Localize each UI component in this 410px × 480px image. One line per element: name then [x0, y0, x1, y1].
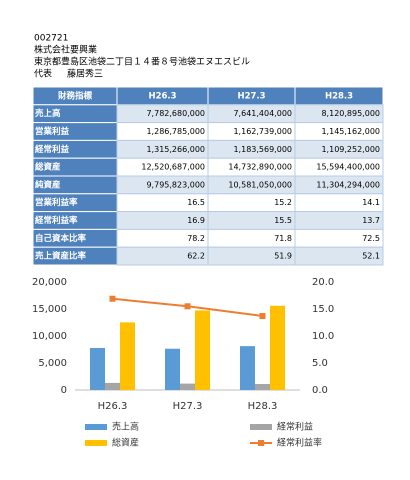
bar: [105, 382, 120, 390]
cell-value: 1,162,739,000: [233, 127, 292, 136]
y-tick-label: 5,000: [38, 358, 67, 369]
bar: [195, 310, 210, 390]
x-tick-label: H26.3: [98, 401, 128, 412]
cell-value: 11,304,294,000: [316, 180, 380, 189]
legend-label: 売上高: [112, 421, 139, 433]
bar: [240, 346, 255, 390]
y-tick-label: 0: [61, 385, 67, 396]
cell-value: 62.2: [187, 252, 205, 261]
company: 株式会社要興業: [34, 44, 97, 56]
cell-value: 15.2: [274, 198, 292, 207]
y2-tick-label: 5.0: [312, 358, 328, 369]
cell-value: 14.1: [362, 198, 380, 207]
column-header: H28.3: [325, 91, 353, 101]
cell-value: 15,594,400,000: [316, 163, 380, 172]
cell-value: 9,795,823,000: [146, 180, 205, 189]
line-marker: [259, 313, 266, 320]
bar: [180, 383, 195, 390]
bar: [90, 347, 105, 390]
row-label: 営業利益: [35, 126, 70, 137]
legend-label: 経常利益率: [277, 437, 322, 449]
rep-title: 代表: [34, 68, 52, 80]
legend-label: 経常利益: [277, 421, 313, 433]
cell-value: 71.8: [274, 234, 292, 243]
cell-value: 1,109,252,000: [321, 145, 380, 154]
row-label: 経常利益率: [35, 215, 78, 226]
cell-value: 52.1: [362, 252, 380, 261]
row-label: 自己資本比率: [35, 233, 87, 244]
y-tick-label: 10,000: [32, 331, 67, 342]
data-cell: [294, 246, 384, 266]
row-label: 営業利益率: [35, 197, 78, 208]
cell-value: 15.5: [274, 216, 292, 225]
representative: 藤居秀三: [67, 68, 103, 80]
y-tick-label: 15,000: [32, 304, 67, 315]
cell-value: 1,145,162,000: [321, 127, 380, 136]
legend-swatch: [85, 424, 107, 430]
cell-value: 7,641,404,000: [233, 109, 292, 118]
bar: [120, 322, 135, 390]
legend-marker: [258, 440, 264, 446]
address: 東京都豊島区池袋二丁目１４番８号池袋エヌエスビル: [34, 56, 250, 68]
row-label: 売上資産比率: [34, 251, 87, 262]
y2-tick-label: 10.0: [312, 331, 334, 342]
legend-swatch: [85, 440, 107, 446]
bar: [270, 305, 285, 390]
row-label: 純資産: [35, 179, 61, 190]
bar: [165, 348, 180, 390]
column-header: H27.3: [237, 91, 265, 101]
code: 002721: [34, 34, 68, 44]
row-label: 経常利益: [35, 144, 70, 155]
legend-swatch: [250, 424, 272, 430]
cell-value: 12,520,687,000: [141, 163, 205, 172]
y-tick-label: 20,000: [32, 277, 67, 288]
row-label: 総資産: [35, 162, 61, 173]
cell-value: 16.9: [187, 216, 205, 225]
column-header: H26.3: [148, 91, 176, 101]
y2-tick-label: 15.0: [312, 304, 334, 315]
cell-value: 51.9: [274, 252, 292, 261]
cell-value: 78.2: [187, 234, 205, 243]
line-marker: [184, 303, 191, 310]
cell-value: 1,183,569,000: [233, 145, 292, 154]
cell-value: 1,286,785,000: [146, 127, 205, 136]
legend-label: 総資産: [112, 437, 139, 449]
x-tick-label: H27.3: [173, 401, 203, 412]
cell-value: 1,315,266,000: [146, 145, 205, 154]
x-tick-label: H28.3: [248, 401, 278, 412]
cell-value: 7,782,680,000: [146, 109, 205, 118]
cell-value: 14,732,890,000: [228, 163, 292, 172]
cell-value: 72.5: [362, 234, 380, 243]
column-header: 財務指標: [57, 90, 93, 101]
y2-tick-label: 20.0: [312, 277, 334, 288]
cell-value: 10,581,050,000: [228, 180, 292, 189]
cell-value: 16.5: [187, 198, 205, 207]
row-label: 売上高: [34, 108, 61, 119]
y2-tick-label: 0.0: [312, 385, 328, 396]
line-marker: [109, 295, 116, 302]
cell-value: 8,120,895,000: [321, 109, 380, 118]
bar: [255, 384, 270, 390]
cell-value: 13.7: [362, 216, 380, 225]
